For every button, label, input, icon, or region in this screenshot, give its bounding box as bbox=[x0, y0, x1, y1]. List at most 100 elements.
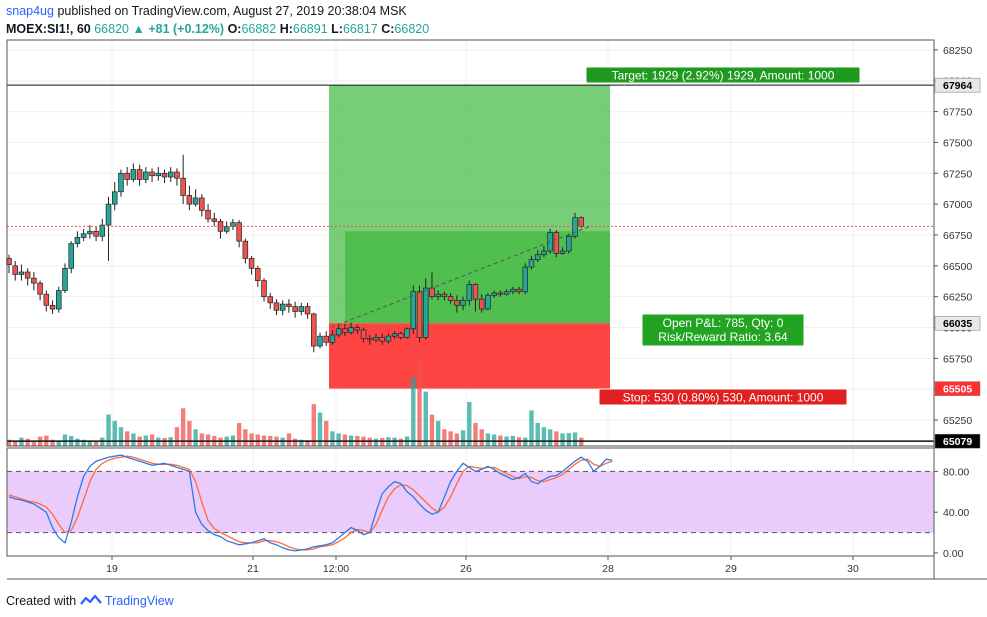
volume-bar bbox=[118, 427, 124, 446]
volume-bar bbox=[380, 438, 385, 446]
axes: 6525065500657506600066250665006675067000… bbox=[106, 45, 981, 575]
candle-body bbox=[24, 271, 31, 279]
candle bbox=[199, 194, 205, 217]
candle-body bbox=[87, 230, 93, 235]
volume-bar bbox=[13, 440, 18, 446]
volume-bar bbox=[547, 429, 553, 446]
stop-label: Stop: 530 (0.80%) 530, Amount: 1000 bbox=[598, 388, 848, 406]
candle-body bbox=[385, 335, 392, 342]
volume-bar bbox=[299, 439, 304, 446]
volume-bar bbox=[112, 420, 117, 446]
volume-bar bbox=[106, 414, 111, 446]
price-badge bbox=[934, 381, 981, 396]
volume-bar bbox=[411, 376, 416, 446]
candle bbox=[236, 220, 242, 248]
volume-bar bbox=[149, 434, 155, 446]
stoch-rsi-pane bbox=[7, 454, 934, 552]
candle bbox=[286, 299, 292, 313]
candle-body bbox=[62, 267, 68, 291]
candle-body bbox=[398, 333, 404, 338]
candle-body bbox=[416, 291, 423, 338]
candle bbox=[410, 285, 417, 334]
price-badge-label: 66035 bbox=[943, 318, 972, 330]
candle bbox=[485, 292, 491, 311]
volume-bar bbox=[485, 433, 491, 446]
candle-body bbox=[143, 171, 149, 180]
candle-body bbox=[12, 265, 18, 275]
candle bbox=[541, 246, 547, 258]
candle bbox=[441, 291, 448, 301]
candle-body bbox=[534, 254, 541, 261]
candle bbox=[360, 327, 367, 343]
candle bbox=[255, 265, 261, 287]
candlestick-series bbox=[6, 154, 584, 353]
x-tick-label: 21 bbox=[247, 563, 259, 575]
volume-bar bbox=[93, 441, 99, 446]
volume-bar bbox=[324, 420, 329, 446]
open-value: 66882 bbox=[241, 22, 277, 36]
volume-bar bbox=[373, 438, 379, 446]
price-change: ▲ +81 (+0.12%) bbox=[132, 22, 225, 36]
candle-body bbox=[572, 217, 578, 237]
candle bbox=[373, 333, 379, 343]
volume-bar bbox=[435, 420, 441, 446]
candle-body bbox=[566, 235, 572, 252]
tradingview-brand[interactable]: TradingView bbox=[104, 594, 174, 608]
candle-body bbox=[236, 222, 242, 242]
volume-bar bbox=[25, 438, 30, 446]
candle bbox=[80, 228, 87, 242]
candle bbox=[454, 295, 460, 313]
candle bbox=[167, 167, 174, 182]
publisher-username[interactable]: snap4ug bbox=[6, 4, 54, 18]
candle bbox=[118, 169, 124, 197]
chart-frame bbox=[6, 39, 987, 580]
volume-bar bbox=[560, 433, 565, 446]
candle bbox=[211, 212, 218, 227]
high-value: 66891 bbox=[292, 22, 328, 36]
volume-bar bbox=[330, 431, 335, 446]
candle-body bbox=[547, 232, 553, 252]
candle-body bbox=[205, 209, 211, 220]
candle bbox=[547, 228, 553, 254]
candle-body bbox=[192, 197, 199, 205]
candle bbox=[273, 299, 280, 316]
created-with-text: Created with bbox=[6, 594, 77, 608]
candle bbox=[460, 296, 466, 311]
candle-body bbox=[435, 293, 441, 298]
candle bbox=[230, 218, 236, 231]
candle bbox=[379, 333, 385, 345]
open-label: O: bbox=[227, 22, 242, 36]
volume-bar bbox=[460, 430, 466, 446]
candle bbox=[68, 241, 74, 274]
volume-bar bbox=[442, 429, 447, 446]
close-label: C: bbox=[381, 22, 395, 36]
volume-bar bbox=[423, 391, 428, 446]
symbol-label[interactable]: MOEX:SI1!, 60 bbox=[6, 22, 91, 36]
volume-bar bbox=[81, 439, 86, 446]
candle bbox=[43, 290, 50, 312]
x-tick-label: 26 bbox=[460, 563, 472, 575]
candle-body bbox=[497, 292, 504, 295]
candle-body bbox=[491, 292, 497, 296]
candle bbox=[304, 302, 311, 319]
candle bbox=[354, 325, 361, 334]
candle bbox=[311, 312, 317, 353]
candle bbox=[292, 301, 298, 318]
candle-body bbox=[180, 177, 186, 196]
volume-bar bbox=[479, 429, 484, 446]
stoch-tick-label: 80.00 bbox=[943, 466, 969, 478]
candle bbox=[105, 196, 112, 261]
candle bbox=[528, 255, 535, 270]
volume-bar bbox=[50, 439, 55, 446]
candle-body bbox=[18, 271, 25, 275]
y-tick-label: 67000 bbox=[943, 199, 972, 211]
candle-body bbox=[553, 232, 560, 254]
candle-body bbox=[279, 303, 286, 311]
candle bbox=[74, 231, 81, 248]
volume-bar bbox=[87, 440, 93, 446]
candle bbox=[87, 225, 93, 239]
candle bbox=[516, 286, 522, 295]
candle-body bbox=[578, 217, 584, 227]
